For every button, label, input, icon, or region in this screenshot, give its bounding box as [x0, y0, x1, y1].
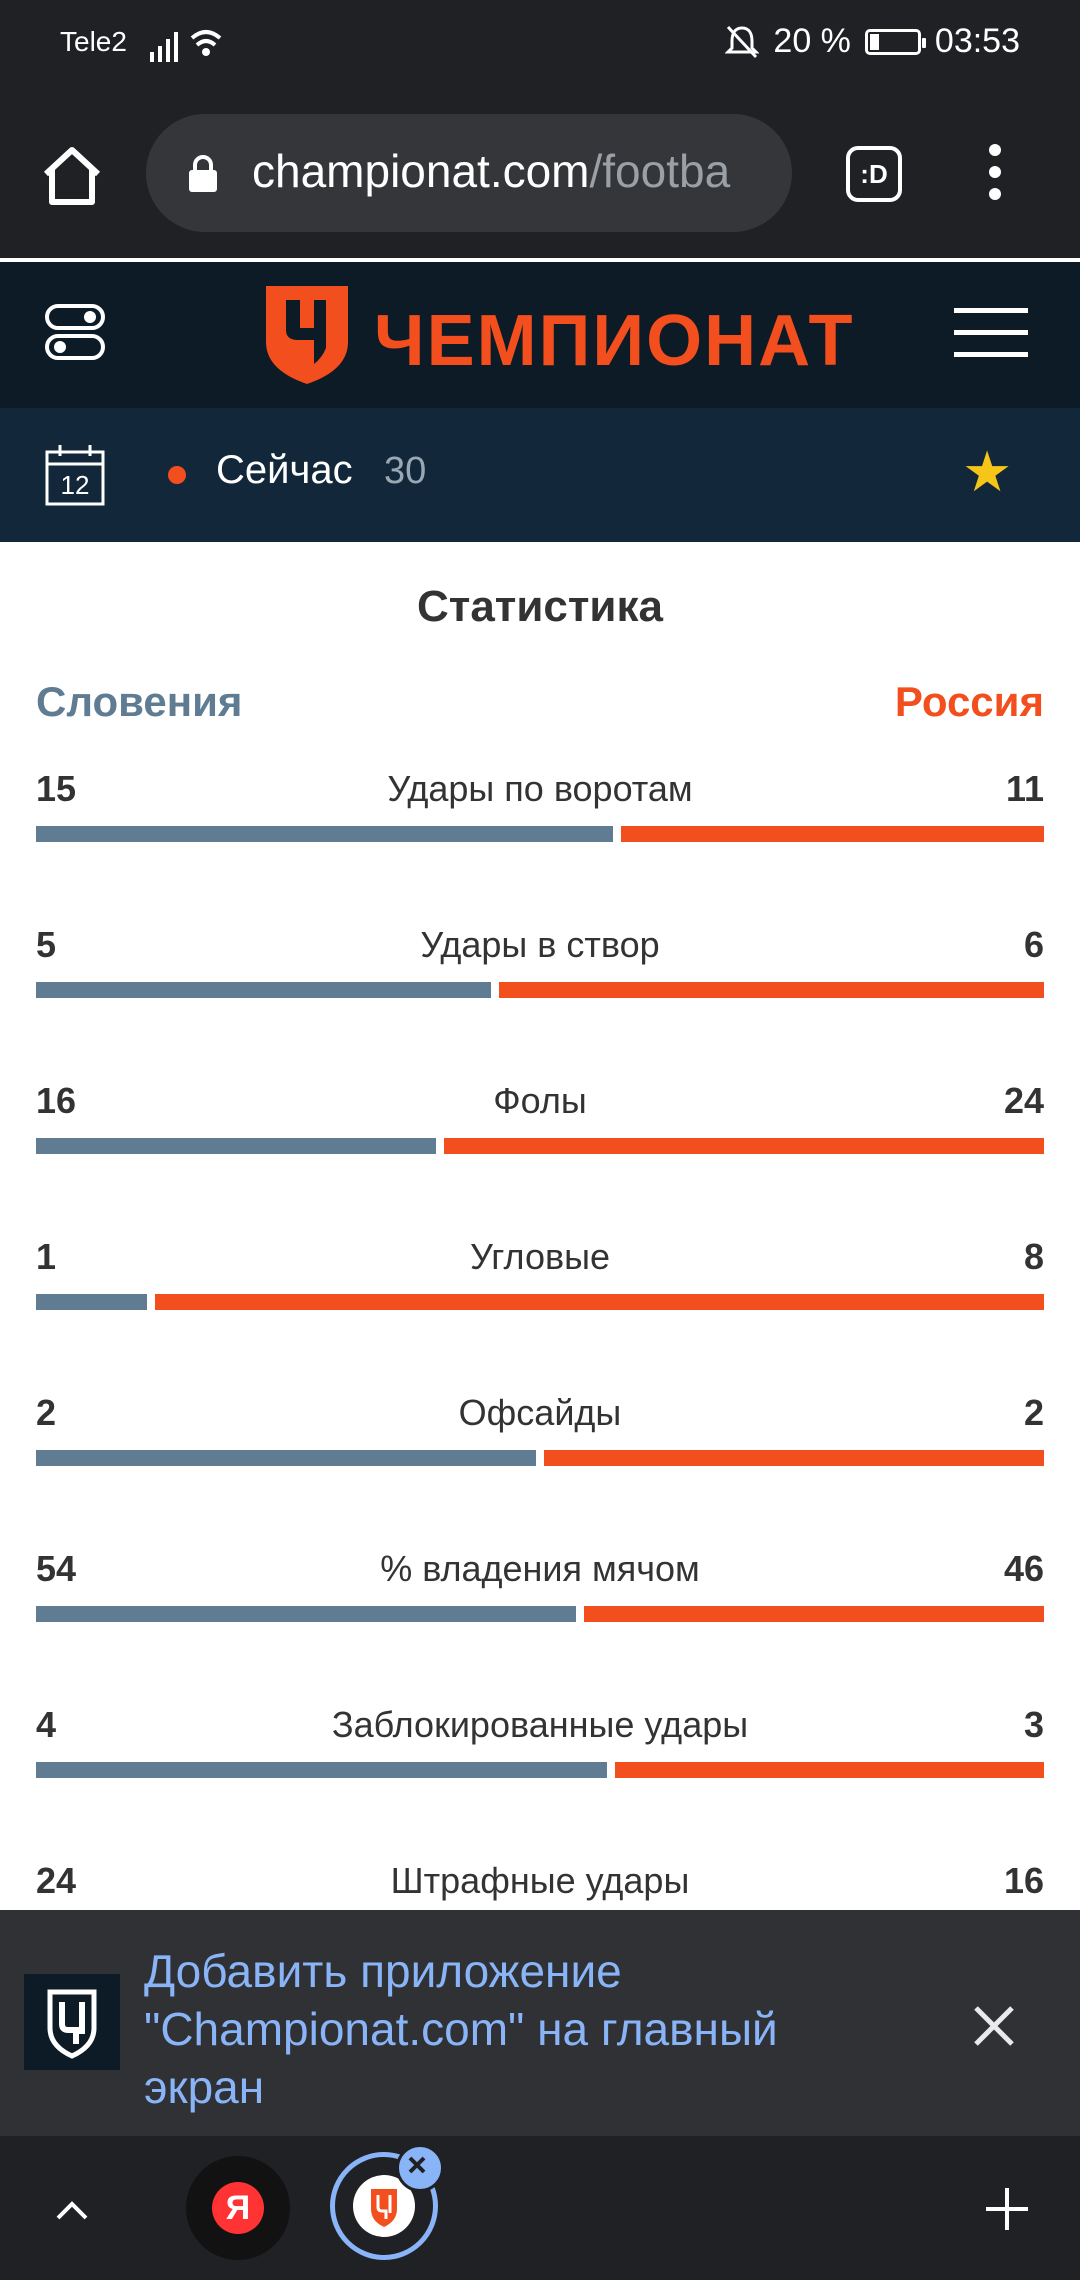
stat-away-value: 2: [1023, 1392, 1044, 1433]
stat-bar-home: [36, 826, 613, 842]
stat-bar-away: [544, 1450, 1044, 1466]
site-logo[interactable]: ЧЕМПИОНАТ: [262, 280, 852, 390]
stat-bar: [36, 1762, 1044, 1778]
stat-home-value: 2: [36, 1392, 57, 1433]
stat-bar-home: [36, 1762, 608, 1778]
stat-away-value: 8: [1023, 1236, 1044, 1277]
overflow-menu-icon[interactable]: [980, 144, 1010, 204]
stats-title: Статистика: [417, 582, 663, 631]
stat-bar: [36, 1450, 1044, 1466]
stat-bar-away: [444, 1138, 1044, 1154]
stat-label: % владения мячом: [380, 1548, 700, 1589]
stat-home-value: 16: [36, 1080, 77, 1121]
stat-row: 15 Удары по воротам 11: [36, 768, 1044, 908]
carrier-name: Tele2: [60, 26, 127, 57]
stat-label: Удары в створ: [420, 924, 660, 965]
url-domain: championat.com: [252, 145, 590, 197]
stat-away-value: 3: [1023, 1704, 1044, 1745]
stat-bar: [36, 982, 1044, 998]
stat-row: 4 Заблокированные удары 3: [36, 1704, 1044, 1844]
install-banner-text[interactable]: Добавить приложение "Championat.com" на …: [144, 1945, 778, 2113]
championat-shield-icon: [266, 286, 348, 384]
tab-yandex[interactable]: Я: [186, 2156, 290, 2260]
calendar-day: 12: [60, 470, 90, 500]
stat-label: Офсайды: [458, 1392, 622, 1433]
live-indicator: [168, 466, 186, 484]
favorite-star-icon[interactable]: ★: [962, 440, 1013, 503]
stat-bar-away: [584, 1606, 1044, 1622]
signal-wifi-icon: [150, 30, 222, 62]
stat-row: 54 % владения мячом 46: [36, 1548, 1044, 1688]
url-text: championat.com/footba: [252, 144, 772, 198]
site-header: ЧЕМПИОНАТ: [0, 262, 1080, 408]
stat-bar: [36, 1294, 1044, 1310]
theme-toggle-icon[interactable]: [44, 302, 106, 362]
stat-bar-home: [36, 1294, 148, 1310]
stat-away-value: 16: [1003, 1860, 1044, 1901]
stat-bar: [36, 826, 1044, 842]
stat-label: Штрафные удары: [390, 1860, 690, 1901]
stat-home-value: 5: [36, 924, 57, 965]
site-logo-text: ЧЕМПИОНАТ: [374, 301, 855, 381]
install-app-banner[interactable]: Добавить приложение "Championat.com" на …: [0, 1910, 1080, 2136]
stat-bar-home: [36, 1450, 536, 1466]
stat-home-value: 4: [36, 1704, 57, 1745]
stat-bar-away: [615, 1762, 1044, 1778]
status-bar: Tele2 20 % 03:53: [0, 0, 1080, 90]
stat-row: 5 Удары в створ 6: [36, 924, 1044, 1064]
home-icon[interactable]: [38, 142, 106, 210]
stat-bar-away: [155, 1294, 1044, 1310]
stat-bar-away: [620, 826, 1044, 842]
stat-away-value: 46: [1003, 1548, 1044, 1589]
stat-bar-away: [498, 982, 1044, 998]
stat-bar: [36, 1138, 1044, 1154]
stat-label: Удары по воротам: [387, 768, 693, 809]
stat-away-value: 24: [1003, 1080, 1044, 1121]
stat-row: 16 Фолы 24: [36, 1080, 1044, 1220]
stat-home-value: 54: [36, 1548, 77, 1589]
clock: 03:53: [934, 22, 1020, 60]
plus-icon[interactable]: [984, 2186, 1030, 2232]
browser-bottom-bar: Я: [0, 2136, 1080, 2280]
stat-label: Угловые: [469, 1236, 611, 1277]
yandex-icon: Я: [212, 2182, 264, 2234]
close-tab-icon[interactable]: [396, 2144, 444, 2192]
match-minute: 30: [384, 450, 427, 492]
tab-switcher-button[interactable]: :D: [846, 146, 902, 202]
stat-bar-home: [36, 1606, 576, 1622]
stat-home-value: 1: [36, 1236, 57, 1277]
app-icon: [24, 1974, 120, 2070]
status-right: 20 % 03:53: [725, 22, 1020, 61]
stat-bar: [36, 1606, 1044, 1622]
stat-bar-home: [36, 1138, 436, 1154]
stat-home-value: 15: [36, 768, 77, 809]
hamburger-menu-icon[interactable]: [954, 308, 1028, 358]
match-bar: 12 Сейчас 30 ★: [0, 408, 1080, 542]
browser-toolbar: championat.com/footba :D: [0, 90, 1080, 258]
stat-away-value: 11: [1005, 768, 1044, 809]
stat-row: 1 Угловые 8: [36, 1236, 1044, 1376]
stat-away-value: 6: [1023, 924, 1044, 965]
battery-percent: 20 %: [773, 22, 851, 60]
close-icon[interactable]: [970, 2002, 1018, 2050]
chevron-up-icon[interactable]: [52, 2190, 92, 2230]
stat-bar-home: [36, 982, 491, 998]
home-team-name: Словения: [36, 678, 243, 725]
live-label: Сейчас: [216, 448, 353, 492]
stat-label: Заблокированные удары: [331, 1704, 749, 1745]
championat-tab-icon: [353, 2175, 415, 2237]
stat-home-value: 24: [36, 1860, 77, 1901]
address-bar[interactable]: championat.com/footba: [146, 114, 792, 232]
bell-off-icon: [725, 25, 760, 58]
battery-icon: [864, 28, 926, 55]
stat-row: 2 Офсайды 2: [36, 1392, 1044, 1532]
calendar-icon[interactable]: 12: [44, 442, 106, 508]
away-team-name: Россия: [894, 678, 1044, 725]
lock-icon: [189, 155, 217, 192]
url-path: /footba: [589, 145, 731, 197]
stat-label: Фолы: [493, 1080, 587, 1121]
